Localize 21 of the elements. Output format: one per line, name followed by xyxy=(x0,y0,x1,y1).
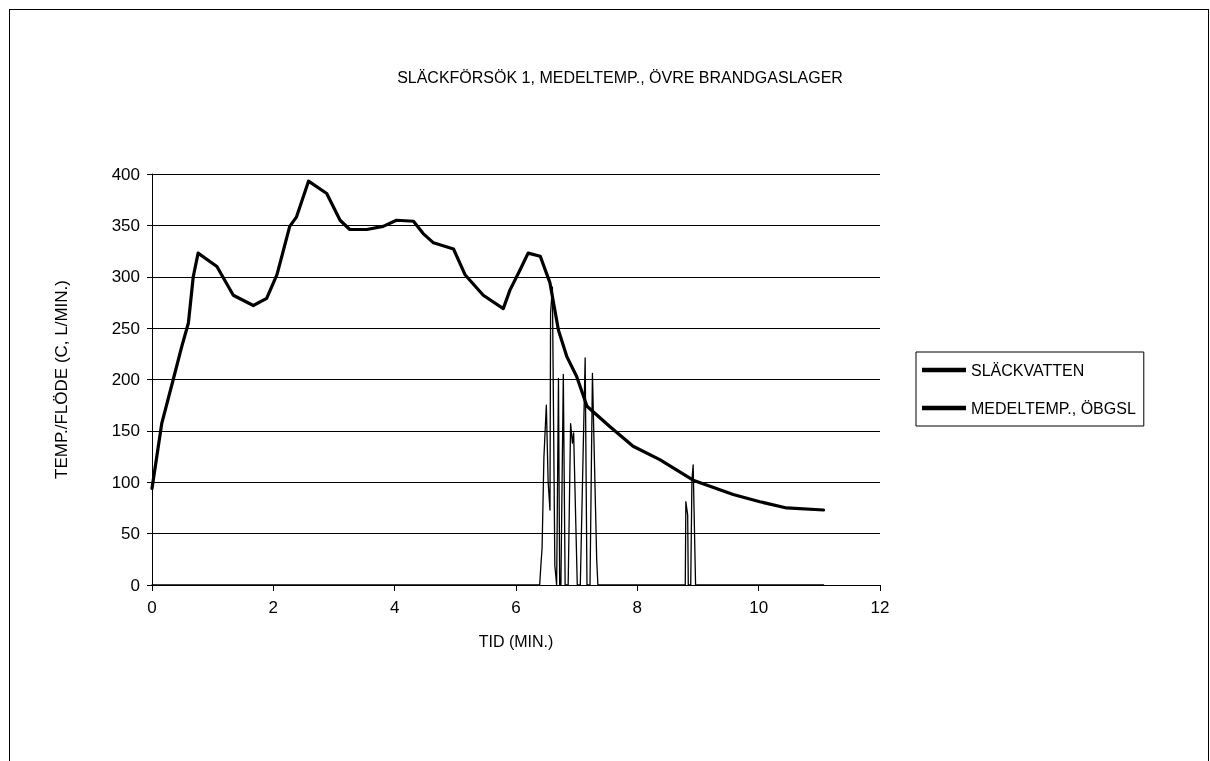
x-axis-title: TID (MIN.) xyxy=(478,632,554,650)
x-tick-label: 6 xyxy=(511,598,521,617)
y-tick-label: 350 xyxy=(111,215,140,235)
y-tick-label: 250 xyxy=(111,318,140,338)
x-tick-label: 8 xyxy=(632,598,643,617)
chart-title: SLÄCKFÖRSÖK 1, MEDELTEMP., ÖVRE BRANDGASLAGER xyxy=(397,68,843,86)
x-tick-label: 2 xyxy=(268,598,279,617)
x-tick-label: 10 xyxy=(749,598,769,617)
y-tick-label: 150 xyxy=(111,421,140,441)
y-tick-label: 100 xyxy=(111,472,140,492)
x-tick-label: 0 xyxy=(147,598,157,617)
legend-label: SLÄCKVATTEN xyxy=(971,361,1085,379)
y-axis-title: TEMP./FLÖDE (C, L/MIN.) xyxy=(52,280,71,479)
y-tick-label: 50 xyxy=(121,524,140,544)
y-tick-label: 0 xyxy=(130,575,140,595)
y-tick-label: 400 xyxy=(111,164,140,184)
legend-label: MEDELTEMP., ÖBGSL xyxy=(971,399,1136,417)
x-tick-label: 12 xyxy=(870,598,890,617)
y-tick-label: 200 xyxy=(111,370,140,389)
x-tick-label: 4 xyxy=(389,598,400,617)
y-tick-label: 300 xyxy=(111,267,140,287)
